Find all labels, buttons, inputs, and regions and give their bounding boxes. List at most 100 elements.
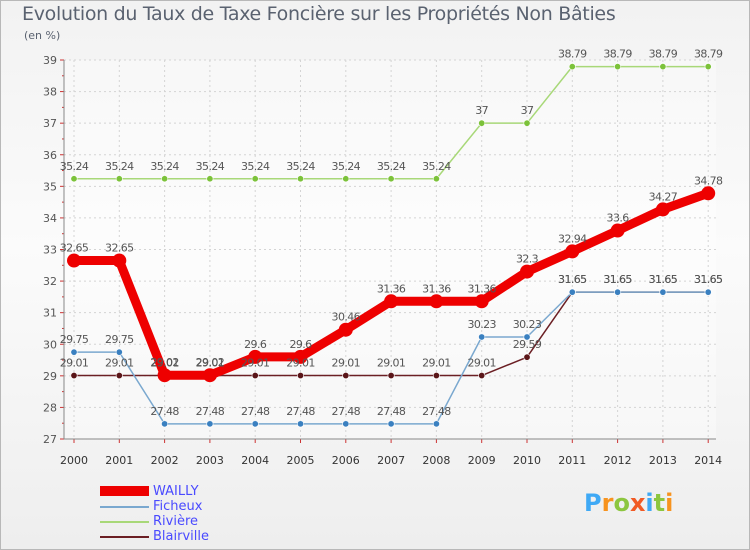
x-tick-label: 2010 [513, 454, 541, 467]
proxiti-logo: Proxiti [584, 489, 673, 517]
data-point-ficheux [478, 333, 486, 341]
data-label-rivière: 35.24 [105, 160, 134, 173]
legend-item-riviere: Rivière [100, 514, 209, 529]
data-point-blairville [251, 372, 259, 380]
data-label-rivière: 35.24 [422, 160, 451, 173]
data-point-rivière [251, 175, 259, 183]
data-label-ficheux: 31.65 [694, 273, 723, 286]
x-tick-label: 2002 [151, 454, 179, 467]
data-label-wailly: 31.36 [377, 282, 406, 295]
data-point-rivière [342, 175, 350, 183]
data-point-ficheux [614, 288, 622, 296]
data-point-wailly [384, 294, 399, 309]
legend-swatch-wailly [100, 486, 149, 496]
data-label-blairville: 31.65 [694, 273, 723, 286]
data-point-ficheux [432, 420, 440, 428]
y-tick-label: 28 [43, 401, 57, 414]
data-label-wailly: 34.78 [694, 174, 723, 187]
y-tick-label: 31 [43, 307, 57, 320]
data-label-ficheux: 31.65 [558, 273, 587, 286]
data-point-ficheux [568, 288, 576, 296]
data-label-wailly: 31.36 [422, 282, 451, 295]
data-label-ficheux: 27.48 [241, 405, 270, 418]
data-label-ficheux: 31.65 [649, 273, 678, 286]
legend-label-blairville: Blairville [153, 529, 209, 544]
chart-legend: WAILLY Ficheux Rivière Blairville [100, 484, 209, 544]
data-point-rivière [115, 175, 123, 183]
data-label-rivière: 35.24 [377, 160, 406, 173]
data-point-wailly [701, 186, 716, 201]
data-point-ficheux [161, 420, 169, 428]
data-label-blairville: 31.65 [649, 273, 678, 286]
y-tick-label: 27 [43, 433, 57, 446]
data-label-ficheux: 27.48 [286, 405, 315, 418]
data-point-ficheux [387, 420, 395, 428]
data-label-ficheux: 30.23 [513, 318, 542, 331]
data-label-wailly: 32.65 [105, 242, 134, 255]
y-tick-label: 38 [43, 86, 57, 99]
legend-label-wailly: WAILLY [153, 484, 199, 499]
data-label-rivière: 38.79 [694, 48, 723, 61]
data-point-ficheux [659, 288, 667, 296]
legend-swatch-blairville [100, 536, 149, 538]
data-point-rivière [161, 175, 169, 183]
data-point-rivière [704, 63, 712, 71]
chart-subtitle: (en %) [24, 29, 61, 42]
logo-letter: P [584, 489, 602, 517]
data-label-rivière: 38.79 [603, 48, 632, 61]
data-label-blairville: 29.01 [377, 357, 406, 370]
y-tick-label: 36 [43, 149, 57, 162]
data-label-blairville: 31.65 [558, 273, 587, 286]
data-label-ficheux: 27.48 [422, 405, 451, 418]
data-point-rivière [70, 175, 78, 183]
data-point-blairville [523, 353, 531, 361]
legend-label-riviere: Rivière [153, 514, 199, 529]
y-tick-label: 39 [43, 54, 57, 67]
legend-swatch-riviere [100, 521, 149, 523]
data-label-rivière: 35.24 [60, 160, 89, 173]
data-point-blairville [387, 372, 395, 380]
data-label-blairville: 29.01 [467, 357, 496, 370]
data-label-ficheux: 30.23 [467, 318, 496, 331]
data-point-wailly [520, 264, 534, 279]
y-tick-label: 37 [43, 117, 57, 130]
x-tick-label: 2006 [332, 454, 360, 467]
x-tick-label: 2012 [604, 454, 632, 467]
data-label-ficheux: 27.48 [377, 405, 406, 418]
data-label-blairville: 29.59 [513, 338, 542, 351]
data-label-blairville: 29.01 [332, 357, 361, 370]
chart-title: Evolution du Taux de Taxe Foncière sur l… [22, 3, 616, 25]
data-point-wailly [112, 253, 127, 268]
legend-item-blairville: Blairville [100, 529, 209, 544]
x-tick-label: 2004 [241, 454, 269, 467]
data-label-wailly: 29.02 [150, 356, 179, 369]
x-tick-label: 2000 [60, 454, 88, 467]
data-label-wailly: 30.46 [332, 311, 361, 324]
data-point-blairville [296, 372, 304, 380]
data-label-blairville: 29.01 [60, 357, 89, 370]
data-label-wailly: 32.94 [558, 232, 587, 245]
data-label-blairville: 29.01 [150, 357, 179, 370]
data-point-ficheux [342, 420, 350, 428]
logo-letter: x [629, 489, 646, 517]
data-point-wailly [474, 294, 489, 309]
x-tick-label: 2011 [558, 454, 586, 467]
data-label-rivière: 37 [475, 104, 488, 117]
logo-letter: i [645, 489, 654, 517]
x-tick-label: 2007 [377, 454, 405, 467]
data-point-blairville [432, 372, 440, 380]
data-label-blairville: 29.01 [286, 357, 315, 370]
data-point-rivière [568, 63, 576, 71]
data-point-blairville [478, 372, 486, 380]
y-tick-label: 33 [43, 244, 57, 257]
data-point-rivière [478, 119, 486, 127]
x-tick-label: 2009 [468, 454, 496, 467]
x-tick-label: 2005 [287, 454, 315, 467]
data-point-rivière [206, 175, 214, 183]
data-label-blairville: 29.01 [196, 357, 225, 370]
data-label-wailly: 32.65 [60, 242, 89, 255]
y-tick-label: 30 [43, 338, 57, 351]
data-label-wailly: 33.6 [607, 212, 630, 225]
data-point-wailly [338, 322, 353, 337]
